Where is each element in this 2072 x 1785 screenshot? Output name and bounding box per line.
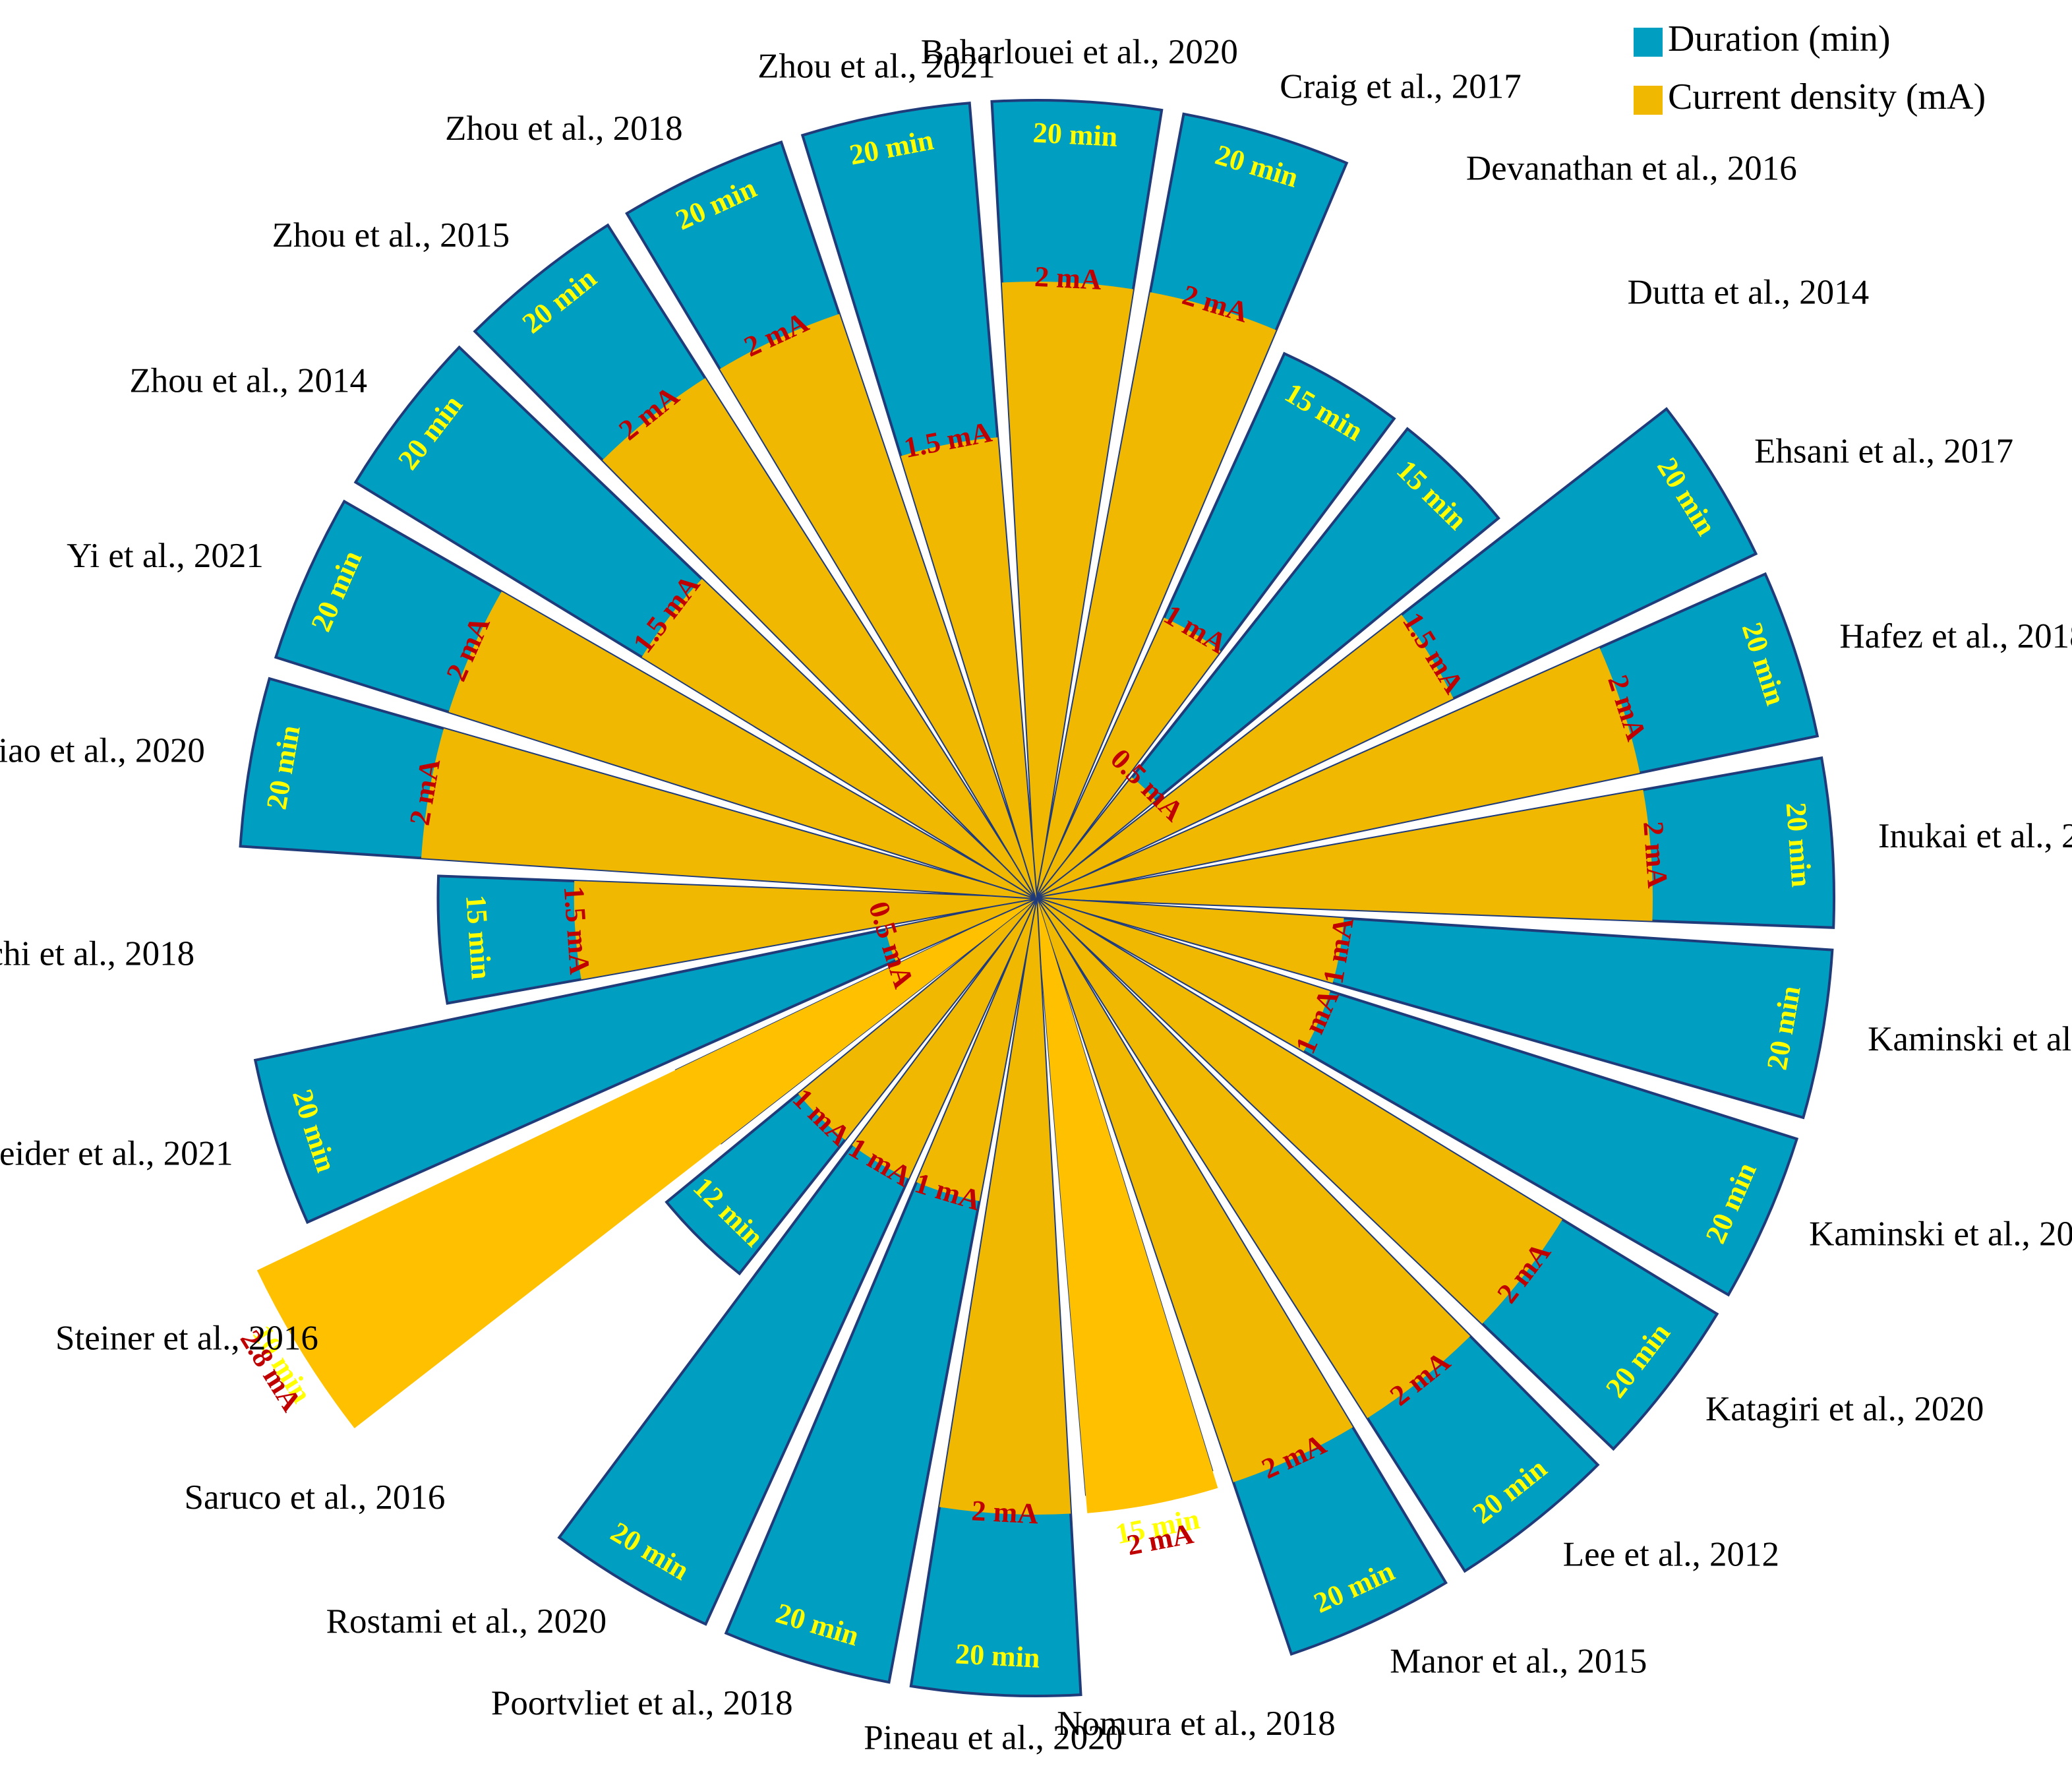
duration-label-baharlouei-et-al-2020: 20 min	[1032, 116, 1119, 152]
current-bar-rostami-et-al-2020	[852, 898, 1036, 1179]
legend-label-current: Current density (mA)	[1668, 76, 1986, 117]
current-bar-lee-et-al-2012	[1036, 898, 1471, 1418]
current-bar-zhou-et-al-2014	[641, 578, 1036, 898]
study-label-saruco-et-al-2016: Saruco et al., 2016	[184, 1478, 445, 1517]
current-bar-steiner-et-al-2016	[256, 897, 1037, 1429]
study-label-takeuchi-et-al-2018: Takeuchi et al., 2018	[0, 934, 194, 973]
duration-bar-dutta-et-al-2014	[1035, 427, 1500, 899]
study-label-pineau-et-al-2020: Pineau et al., 2020	[864, 1718, 1123, 1757]
current-bar-xiao-et-al-2020	[421, 728, 1036, 898]
study-label-katagiri-et-al-2020: Katagiri et al., 2020	[1705, 1390, 1984, 1428]
study-label-manor-et-al-2015: Manor et al., 2015	[1390, 1642, 1647, 1680]
current-bar-ehsani-et-al-2017	[1036, 615, 1454, 898]
current-bar-katagiri-et-al-2020	[1036, 898, 1562, 1324]
study-label-zhou-et-al-2018: Zhou et al., 2018	[445, 109, 683, 148]
current-bar-nomura-et-al-2018	[1036, 897, 1218, 1513]
study-label-craig-et-al-2017: Craig et al., 2017	[1280, 68, 1522, 106]
current-bar-inukai-et-al-2016	[1036, 789, 1653, 921]
study-label-devanathan-et-al-2016: Devanathan et al., 2016	[1466, 150, 1797, 188]
current-bar-zhou-et-al-2018	[719, 314, 1036, 899]
current-bar-saruco-et-al-2016	[798, 898, 1036, 1140]
current-bar-pineau-et-al-2020	[939, 898, 1071, 1515]
study-label-ehsani-et-al-2017: Ehsani et al., 2017	[1754, 433, 2013, 471]
current-label-inukai-et-al-2016: 2 mA	[1637, 820, 1674, 890]
study-label-dutta-et-al-2014: Dutta et al., 2014	[1628, 274, 1870, 312]
current-bar-schneider-et-al-2021	[885, 898, 1036, 961]
current-label-takeuchi-et-al-2018: 1.5 mA	[558, 885, 596, 976]
current-label-pineau-et-al-2020: 2 mA	[971, 1494, 1040, 1530]
current-bar-zhou-et-al-2015	[602, 378, 1036, 898]
study-label-rostami-et-al-2020: Rostami et al., 2020	[326, 1602, 607, 1641]
legend: Duration (min) Current density (mA)	[1634, 18, 1986, 117]
current-bar-takeuchi-et-al-2018	[574, 881, 1036, 980]
study-label-zhou-et-al-2015: Zhou et al., 2015	[272, 216, 510, 255]
study-label-inukai-et-al-2016: Inukai et al., 2016	[1878, 817, 2072, 855]
study-label-kaminski-et-al-2016: Kaminski et al., 2016	[1868, 1020, 2072, 1058]
study-label-nomura-et-al-2018: Nomura et al., 2018	[1057, 1705, 1335, 1743]
study-label-kaminski-et-al-2017: Kaminski et al., 2017	[1809, 1215, 2072, 1253]
study-label-lee-et-al-2012: Lee et al., 2012	[1563, 1535, 1779, 1573]
study-label-zhou-et-al-2021: Zhou et al., 2021	[757, 47, 995, 85]
study-label-xiao-et-al-2020: Xiao et al., 2020	[0, 731, 205, 770]
current-bar-kaminski-et-al-2017	[1036, 898, 1330, 1052]
current-bar-kaminski-et-al-2016	[1036, 898, 1344, 983]
duration-label-inukai-et-al-2016: 20 min	[1780, 801, 1818, 888]
current-bar-manor-et-al-2015	[1036, 898, 1353, 1482]
duration-bar-schneider-et-al-2021	[253, 897, 1037, 1225]
current-bar-craig-et-al-2017	[1036, 292, 1276, 899]
study-label-yi-et-al-2021: Yi et al., 2021	[67, 537, 264, 575]
duration-label-takeuchi-et-al-2018: 15 min	[459, 893, 498, 980]
legend-label-duration: Duration (min)	[1668, 18, 1890, 59]
current-bar-hafez-et-al-2018	[1036, 648, 1640, 898]
study-label-steiner-et-al-2016: Steiner et al., 2016	[55, 1319, 318, 1358]
legend-swatch-current	[1634, 86, 1663, 115]
study-label-hafez-et-al-2018: Hafez et al., 2018	[1839, 617, 2072, 655]
current-bar-baharlouei-et-al-2020	[1001, 282, 1133, 898]
legend-swatch-duration	[1634, 28, 1663, 57]
study-label-zhou-et-al-2014: Zhou et al., 2014	[129, 361, 367, 400]
current-bar-yi-et-al-2021	[448, 591, 1036, 898]
wedge-layer	[239, 99, 1835, 1697]
study-label-poortvliet-et-al-2018: Poortvliet et al., 2018	[491, 1684, 793, 1722]
current-bar-poortvliet-et-al-2018	[916, 898, 1036, 1201]
current-bar-dutta-et-al-2014	[1036, 777, 1156, 898]
current-label-baharlouei-et-al-2020: 2 mA	[1034, 260, 1102, 296]
duration-label-pineau-et-al-2020: 20 min	[955, 1637, 1041, 1674]
current-bar-devanathan-et-al-2016	[1036, 617, 1221, 898]
study-label-baharlouei-et-al-2020: Baharlouei et al., 2020	[921, 33, 1238, 71]
study-label-schneider-et-al-2021: Schneider et al., 2021	[0, 1134, 233, 1172]
current-bar-zhou-et-al-2021	[901, 437, 1036, 898]
